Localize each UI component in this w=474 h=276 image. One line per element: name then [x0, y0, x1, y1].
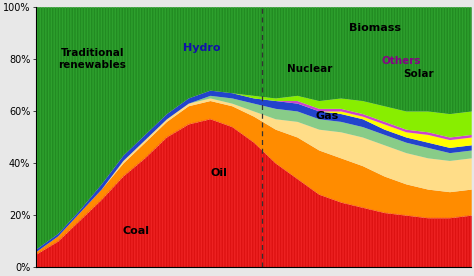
Text: Gas: Gas	[316, 111, 339, 121]
Text: Coal: Coal	[122, 226, 149, 236]
Text: Biomass: Biomass	[349, 23, 401, 33]
Text: Nuclear: Nuclear	[287, 64, 333, 74]
Text: Oil: Oil	[210, 168, 227, 179]
Text: Hydro: Hydro	[182, 43, 220, 54]
Text: Traditional
renewables: Traditional renewables	[58, 48, 127, 70]
Text: Others: Others	[382, 57, 421, 67]
Text: Solar: Solar	[404, 70, 434, 79]
